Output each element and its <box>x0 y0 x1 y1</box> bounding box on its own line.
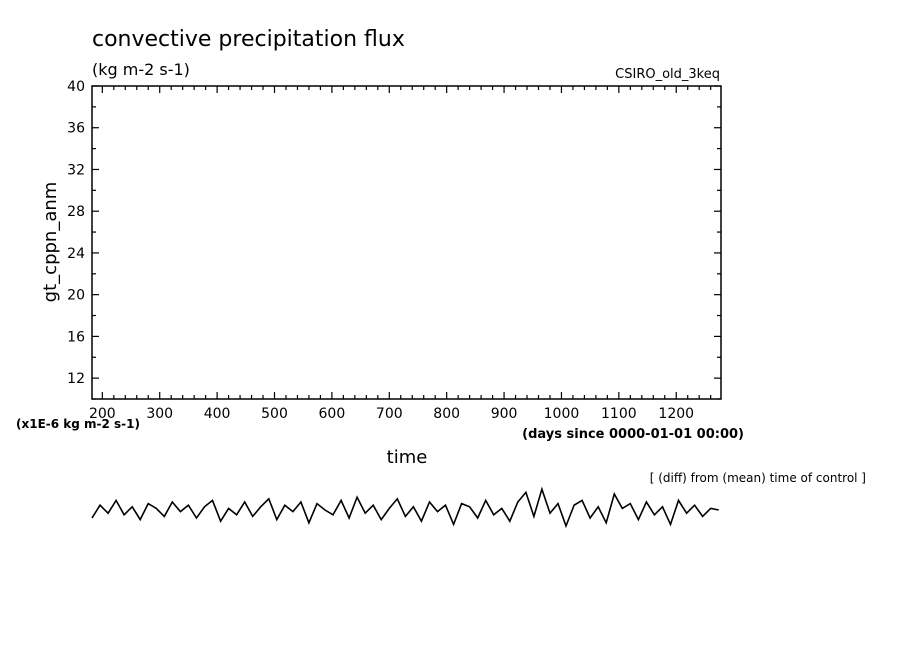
y-tick-label: 20 <box>67 288 85 304</box>
x-tick-label: 900 <box>491 406 518 422</box>
y-axis-ticks: 12 16 20 24 28 32 36 40 <box>67 79 721 400</box>
y-tick-label: 24 <box>67 246 85 262</box>
x-tick-label: 700 <box>376 406 403 422</box>
x-tick-label: 200 <box>89 406 116 422</box>
y-tick-label: 12 <box>67 371 85 387</box>
y-tick-label: 28 <box>67 204 85 220</box>
x-tick-label: 600 <box>319 406 346 422</box>
plot-frame <box>91 85 722 400</box>
diff-note: [ (diff) from (mean) time of control ] <box>650 471 866 485</box>
chart-title: convective precipitation flux <box>92 27 405 52</box>
x-tick-label: 1100 <box>601 406 637 422</box>
x-units-label: (days since 0000-01-01 00:00) <box>522 427 744 442</box>
x-tick-label: 500 <box>261 406 288 422</box>
y-scale-note: (x1E-6 kg m-2 s-1) <box>16 417 140 431</box>
series-line <box>91 486 719 529</box>
model-label: CSIRO_old_3keq <box>615 67 720 82</box>
x-tick-label: 1000 <box>544 406 580 422</box>
x-axis-label: time <box>387 447 428 468</box>
y-axis-label: gt_cppn_anm <box>40 182 61 303</box>
chart-units: (kg m-2 s-1) <box>92 60 190 79</box>
y-tick-label: 36 <box>67 121 85 137</box>
x-tick-label: 800 <box>433 406 460 422</box>
x-tick-label: 400 <box>204 406 231 422</box>
y-tick-label: 16 <box>67 329 85 345</box>
x-tick-label: 300 <box>146 406 173 422</box>
y-tick-label: 32 <box>67 162 85 178</box>
x-tick-label: 1200 <box>658 406 694 422</box>
x-axis-ticks: 200 300 400 500 600 700 800 900 1000 1100 1200 <box>89 86 712 422</box>
y-tick-label: 40 <box>67 79 85 95</box>
